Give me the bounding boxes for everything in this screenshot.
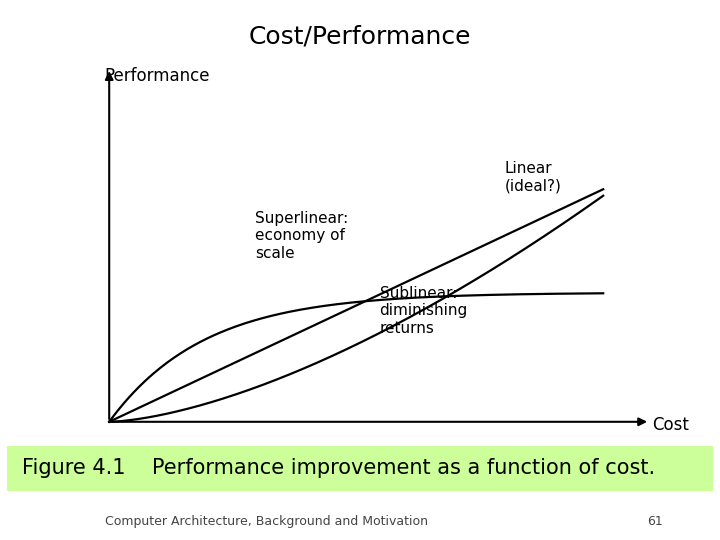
Text: Figure 4.1    Performance improvement as a function of cost.: Figure 4.1 Performance improvement as a … bbox=[22, 458, 654, 478]
Text: Computer Architecture, Background and Motivation: Computer Architecture, Background and Mo… bbox=[105, 515, 428, 528]
Text: 61: 61 bbox=[647, 515, 663, 528]
Text: Linear
(ideal?): Linear (ideal?) bbox=[505, 161, 562, 193]
Text: Performance: Performance bbox=[104, 66, 210, 84]
Text: Cost/Performance: Cost/Performance bbox=[248, 24, 472, 48]
Text: Sublinear:
diminishing
returns: Sublinear: diminishing returns bbox=[379, 286, 468, 335]
Text: Cost: Cost bbox=[652, 416, 690, 434]
Text: Superlinear:
economy of
scale: Superlinear: economy of scale bbox=[255, 211, 348, 261]
